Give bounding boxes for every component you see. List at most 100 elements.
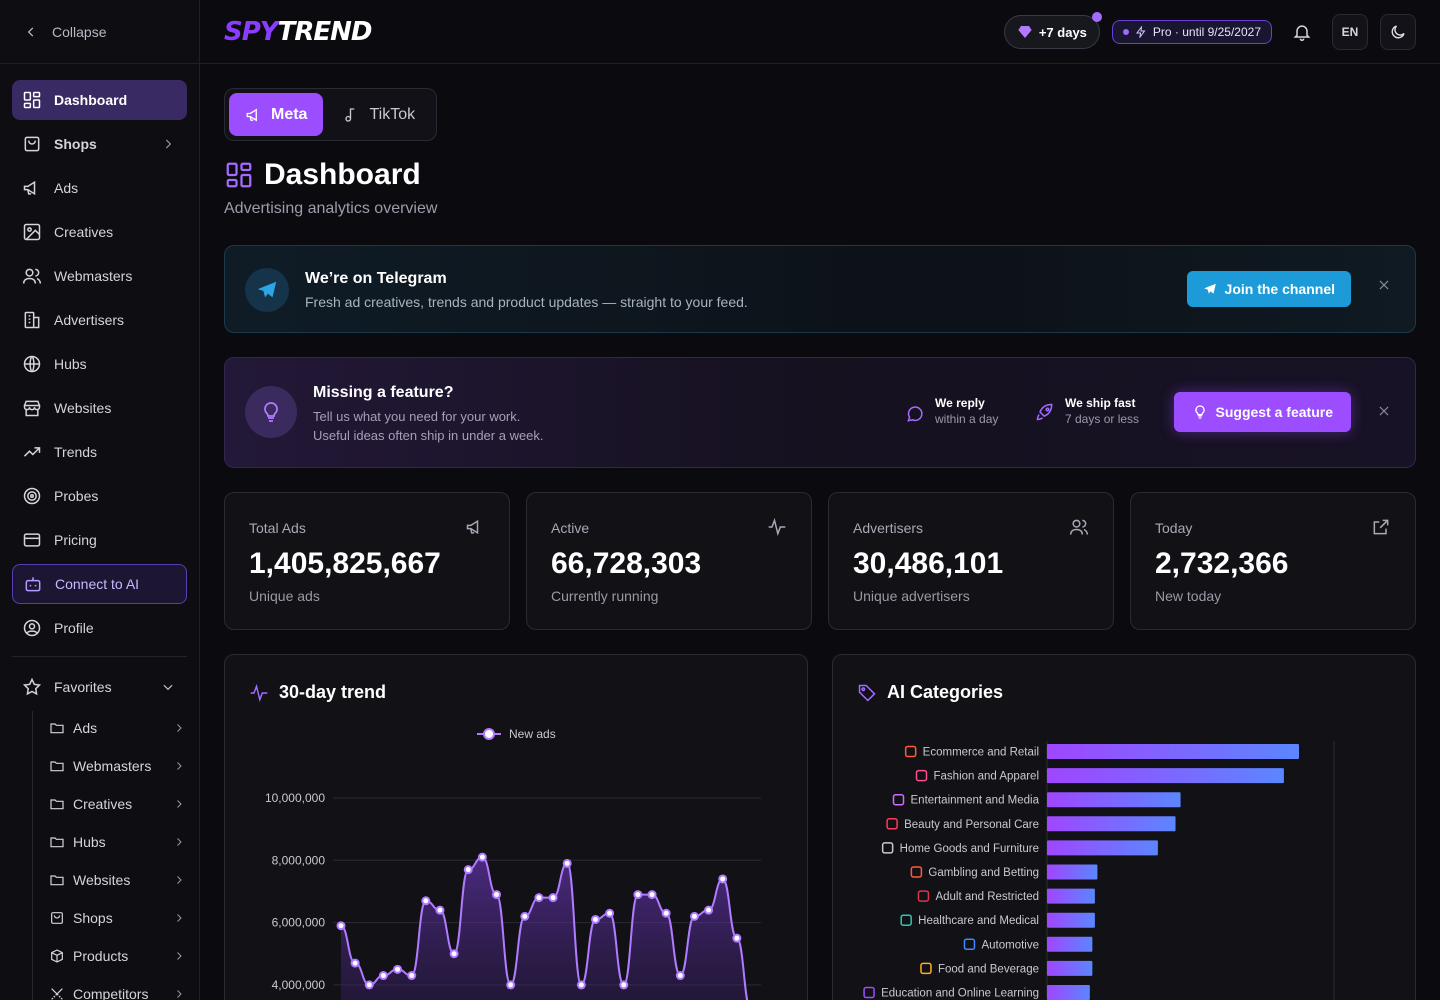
favorite-item-websites[interactable]: Websites xyxy=(45,863,187,897)
user-circle-icon xyxy=(23,619,41,637)
category-bar[interactable] xyxy=(1047,888,1095,904)
trend-point[interactable] xyxy=(506,980,516,990)
bonus-days-label: +7 days xyxy=(1038,24,1087,40)
close-telegram-button[interactable] xyxy=(1377,278,1391,297)
sidebar-item-advertisers[interactable]: Advertisers xyxy=(12,300,187,340)
theme-toggle-button[interactable] xyxy=(1380,14,1416,50)
logo[interactable]: SPYTREND xyxy=(224,17,372,47)
favorite-item-ads[interactable]: Ads xyxy=(45,711,187,745)
category-bar[interactable] xyxy=(1047,744,1299,759)
trend-point[interactable] xyxy=(477,852,487,862)
stat-card-active: Active 66,728,303 Currently running xyxy=(526,492,812,630)
favorite-item-products[interactable]: Products xyxy=(45,939,187,973)
notifications-button[interactable] xyxy=(1284,14,1320,50)
close-feature-button[interactable] xyxy=(1377,404,1391,423)
language-button[interactable]: EN xyxy=(1332,14,1368,50)
sidebar-item-probes[interactable]: Probes xyxy=(12,476,187,516)
favorite-item-competitors[interactable]: Competitors xyxy=(45,977,187,1000)
favorite-item-hubs[interactable]: Hubs xyxy=(45,825,187,859)
category-label: Ecommerce and Retail xyxy=(923,747,1039,759)
trend-point[interactable] xyxy=(435,905,445,915)
sidebar-item-trends[interactable]: Trends xyxy=(12,432,187,472)
sidebar-favorites-toggle[interactable]: Favorites xyxy=(12,667,187,707)
category-bar[interactable] xyxy=(1047,960,1093,976)
sidebar-item-hubs[interactable]: Hubs xyxy=(12,344,187,384)
trend-point[interactable] xyxy=(492,890,502,900)
category-bar[interactable] xyxy=(1047,840,1158,856)
category-bar[interactable] xyxy=(1047,985,1090,1000)
sidebar-item-pricing[interactable]: Pricing xyxy=(12,520,187,560)
trend-point[interactable] xyxy=(732,933,742,943)
trend-point[interactable] xyxy=(350,958,360,968)
trend-point[interactable] xyxy=(463,865,473,875)
trend-point[interactable] xyxy=(562,858,572,868)
trend-point[interactable] xyxy=(520,911,530,921)
favorite-item-webmasters[interactable]: Webmasters xyxy=(45,749,187,783)
trend-point[interactable] xyxy=(576,980,586,990)
close-icon xyxy=(1379,280,1389,290)
favorite-item-shops[interactable]: Shops xyxy=(45,901,187,935)
category-bar[interactable] xyxy=(1047,912,1095,928)
sidebar-item-shops[interactable]: Shops xyxy=(12,124,187,164)
sidebar-item-connect-ai[interactable]: Connect to AI xyxy=(12,564,187,604)
tab-meta[interactable]: Meta xyxy=(229,93,324,136)
category-bar[interactable] xyxy=(1047,936,1093,952)
trend-point[interactable] xyxy=(378,971,388,981)
trend-point[interactable] xyxy=(619,980,629,990)
trend-point[interactable] xyxy=(590,914,600,924)
category-label: Beauty and Personal Care xyxy=(904,819,1039,831)
trend-point[interactable] xyxy=(704,905,714,915)
music-note-icon xyxy=(345,107,355,122)
favorite-item-label: Shops xyxy=(73,910,113,926)
platform-tabs: Meta TikTok xyxy=(224,88,437,141)
join-channel-button[interactable]: Join the channel xyxy=(1186,271,1351,307)
trend-point[interactable] xyxy=(534,893,544,903)
chart-legend[interactable]: New ads xyxy=(477,727,556,741)
chevron-left-icon xyxy=(27,27,34,36)
trend-point[interactable] xyxy=(661,908,671,918)
trend-point[interactable] xyxy=(393,964,403,974)
trend-point[interactable] xyxy=(675,971,685,981)
sidebar-item-ads[interactable]: Ads xyxy=(12,168,187,208)
folder-icon xyxy=(50,799,64,810)
trend-point[interactable] xyxy=(605,908,615,918)
tab-tiktok[interactable]: TikTok xyxy=(327,93,431,136)
sidebar-item-webmasters[interactable]: Webmasters xyxy=(12,256,187,296)
shopping-bag-icon xyxy=(24,136,40,152)
trend-point[interactable] xyxy=(718,874,728,884)
chevron-right-icon xyxy=(177,952,182,960)
category-bar[interactable] xyxy=(1047,864,1098,880)
favorite-item-creatives[interactable]: Creatives xyxy=(45,787,187,821)
trend-point[interactable] xyxy=(689,911,699,921)
globe-icon xyxy=(23,355,41,373)
category-bar[interactable] xyxy=(1047,768,1284,784)
sidebar-item-creatives[interactable]: Creatives xyxy=(12,212,187,252)
sidebar-nav: Dashboard Shops Ads Creatives Webmasters… xyxy=(0,64,199,1000)
category-bar[interactable] xyxy=(1047,816,1176,832)
categories-title-text: AI Categories xyxy=(887,682,1004,702)
trend-point[interactable] xyxy=(364,980,374,990)
trend-point[interactable] xyxy=(336,921,346,931)
sidebar-item-dashboard[interactable]: Dashboard xyxy=(12,80,187,120)
category-label: Fashion and Apparel xyxy=(934,771,1040,783)
category-bar[interactable] xyxy=(1047,792,1181,808)
pro-plan-badge[interactable]: Pro · until 9/25/2027 xyxy=(1111,20,1272,44)
trend-point[interactable] xyxy=(647,890,657,900)
bonus-days-badge[interactable]: +7 days xyxy=(1003,12,1102,49)
trend-point[interactable] xyxy=(633,890,643,900)
legend-marker xyxy=(477,728,501,740)
trend-point[interactable] xyxy=(548,893,558,903)
trend-point[interactable] xyxy=(449,949,459,959)
shirt-icon xyxy=(915,769,928,782)
message-circle-icon xyxy=(907,406,923,422)
trend-point[interactable] xyxy=(407,971,417,981)
favorite-item-label: Products xyxy=(73,948,129,964)
collapse-button[interactable]: Collapse xyxy=(0,0,199,64)
sidebar-item-websites[interactable]: Websites xyxy=(12,388,187,428)
suggest-feature-button[interactable]: Suggest a feature xyxy=(1173,392,1351,432)
sidebar-item-profile[interactable]: Profile xyxy=(12,608,187,648)
stat-card-today: Today 2,732,366 New today xyxy=(1130,492,1416,630)
telegram-banner: We’re on Telegram Fresh ad creatives, tr… xyxy=(224,245,1416,333)
sofa-icon xyxy=(881,842,894,854)
trend-point[interactable] xyxy=(421,896,431,906)
